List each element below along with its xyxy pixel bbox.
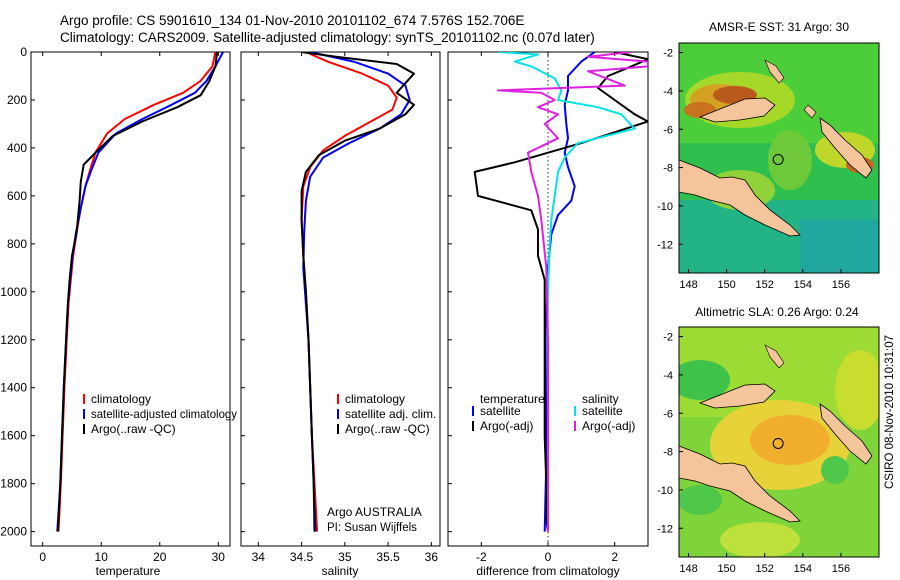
sla-map-title: Altimetric SLA: 0.26 Argo: 0.24 [695,305,859,319]
map-x-tick-label: 154 [794,279,812,291]
salinity-panel: 34 34.5 35 35.5 36 salinity climatology sate… [240,51,441,578]
y-tick-label: 1000 [0,285,27,299]
map-x-tick-label: 156 [832,563,850,575]
difference-series [473,52,648,532]
sst-map-axes: 148 150 152 154 156 -2 -4 -6 -8 -10 -12 [657,48,850,291]
map-y-tick-label: -4 [663,370,673,382]
y-tick-label: 800 [7,237,27,251]
x-tick-label: 10 [95,550,109,564]
legend-label-temp-satellite: satellite [480,404,521,418]
legend-label-climatology: climatology [345,392,405,406]
temperature-xlabel: temperature [96,564,161,578]
salinity-x-axis: 34 34.5 35 35.5 36 [241,51,439,564]
y-tick-label: 2000 [0,525,27,539]
series-line-salinity-argo-adj- [497,52,648,532]
temperature-plot-frame [30,51,231,547]
credit-line1: Argo AUSTRALIA [327,505,422,519]
legend-group-temperature: temperature [480,392,545,406]
sst-map-argo-marker [772,153,784,165]
x-tick-label: 0 [39,550,46,564]
map-y-tick-label: -6 [663,408,673,420]
map-x-tick-label: 156 [832,279,850,291]
map-y-tick-label: -12 [657,239,673,251]
y-tick-label: 600 [7,189,27,203]
credit-line2: PI: Susan Wijffels [327,522,417,534]
y-tick-label: 0 [20,45,27,59]
sla-map-argo-marker [772,437,784,449]
y-tick-label: 200 [7,93,27,107]
x-tick-label: 35.5 [376,550,400,564]
legend-label-argo: Argo(..raw -QC) [345,422,430,436]
y-tick-label: 1600 [0,429,27,443]
side-stamp: CSIRO 08-Nov-2010 10:31:07 [884,335,896,489]
legend-label-argo: Argo(..raw -QC) [91,422,176,436]
difference-legend: temperature satellite Argo(-adj) salinit… [472,392,635,433]
sst-map: AMSR-E SST: 31 Argo: 30 148 150 152 154 156 -… [657,20,880,291]
temperature-legend: climatology satellite-adjusted climatolo… [83,392,237,436]
map-y-tick-label: -2 [663,48,673,60]
x-tick-label: 34 [252,550,266,564]
map-y-tick-label: -6 [663,124,673,136]
legend-label-climatology: climatology [91,392,151,406]
series-line-temperature-argo-adj- [473,52,648,532]
header-subtitle: Climatology: CARS2009. Satellite-adjuste… [60,30,595,45]
legend-group-salinity: salinity [582,392,619,406]
map-y-tick-label: -4 [663,86,673,98]
salinity-plot-frame [240,51,441,547]
series-line-argo-raw-qc- [300,52,415,532]
salinity-xlabel: salinity [322,564,359,578]
difference-x-axis: -2 0 2 [448,51,618,564]
map-x-tick-label: 154 [794,563,812,575]
temperature-panel: 0 200 400 600 800 1000 1200 1400 1600 1800 2000 0 1… [0,45,237,578]
x-tick-label: 2 [611,550,618,564]
map-y-tick-label: -8 [663,447,673,459]
x-tick-label: 36 [425,550,439,564]
map-x-tick-label: 152 [756,563,774,575]
map-y-tick-label: -12 [657,523,673,535]
x-tick-label: 30 [212,550,226,564]
map-x-tick-label: 150 [717,279,735,291]
map-x-tick-label: 148 [679,563,697,575]
y-tick-label: 1200 [0,333,27,347]
sla-map: Altimetric SLA: 0.26 Argo: 0.24 148 150 15… [657,305,880,575]
salinity-legend: climatology satellite adj. clim. Argo(..… [337,392,436,436]
difference-panel: -2 0 2 difference from climatology tempera… [447,51,649,578]
map-y-tick-label: -2 [663,332,673,344]
y-tick-label: 1400 [0,381,27,395]
temperature-series [56,52,224,532]
sla-map-axes: 148 150 152 154 156 -2 -4 -6 -8 -10 -12 [657,332,850,575]
legend-label-temp-argo: Argo(-adj) [480,419,533,433]
x-tick-label: 34.5 [290,550,314,564]
legend-label-satellite: satellite-adjusted climatology [91,407,237,421]
legend-label-sal-satellite: satellite [582,404,623,418]
map-y-tick-label: -8 [663,163,673,175]
y-tick-label: 1800 [0,477,27,491]
salinity-series [300,52,415,532]
header-title: Argo profile: CS 5901610_134 01-Nov-2010… [60,13,524,28]
sst-map-title: AMSR-E SST: 31 Argo: 30 [709,20,849,34]
legend-label-satellite: satellite adj. clim. [345,407,436,421]
difference-xlabel: difference from climatology [476,564,619,578]
x-tick-label: 35 [338,550,352,564]
map-x-tick-label: 152 [756,279,774,291]
x-tick-label: 0 [545,550,552,564]
x-tick-label: 20 [153,550,167,564]
sla-map-field [679,327,879,557]
map-x-tick-label: 150 [717,563,735,575]
map-y-tick-label: -10 [657,485,673,497]
legend-label-sal-argo: Argo(-adj) [582,419,635,433]
temperature-x-axis: 0 10 20 30 [39,52,225,564]
sst-map-field [679,43,879,273]
series-line-argo-raw-qc- [56,52,219,532]
x-tick-label: -2 [476,550,487,564]
depth-axis: 0 200 400 600 800 1000 1200 1400 1600 1800 2000 [0,45,35,539]
y-tick-label: 400 [7,141,27,155]
map-y-tick-label: -10 [657,201,673,213]
map-x-tick-label: 148 [679,279,697,291]
